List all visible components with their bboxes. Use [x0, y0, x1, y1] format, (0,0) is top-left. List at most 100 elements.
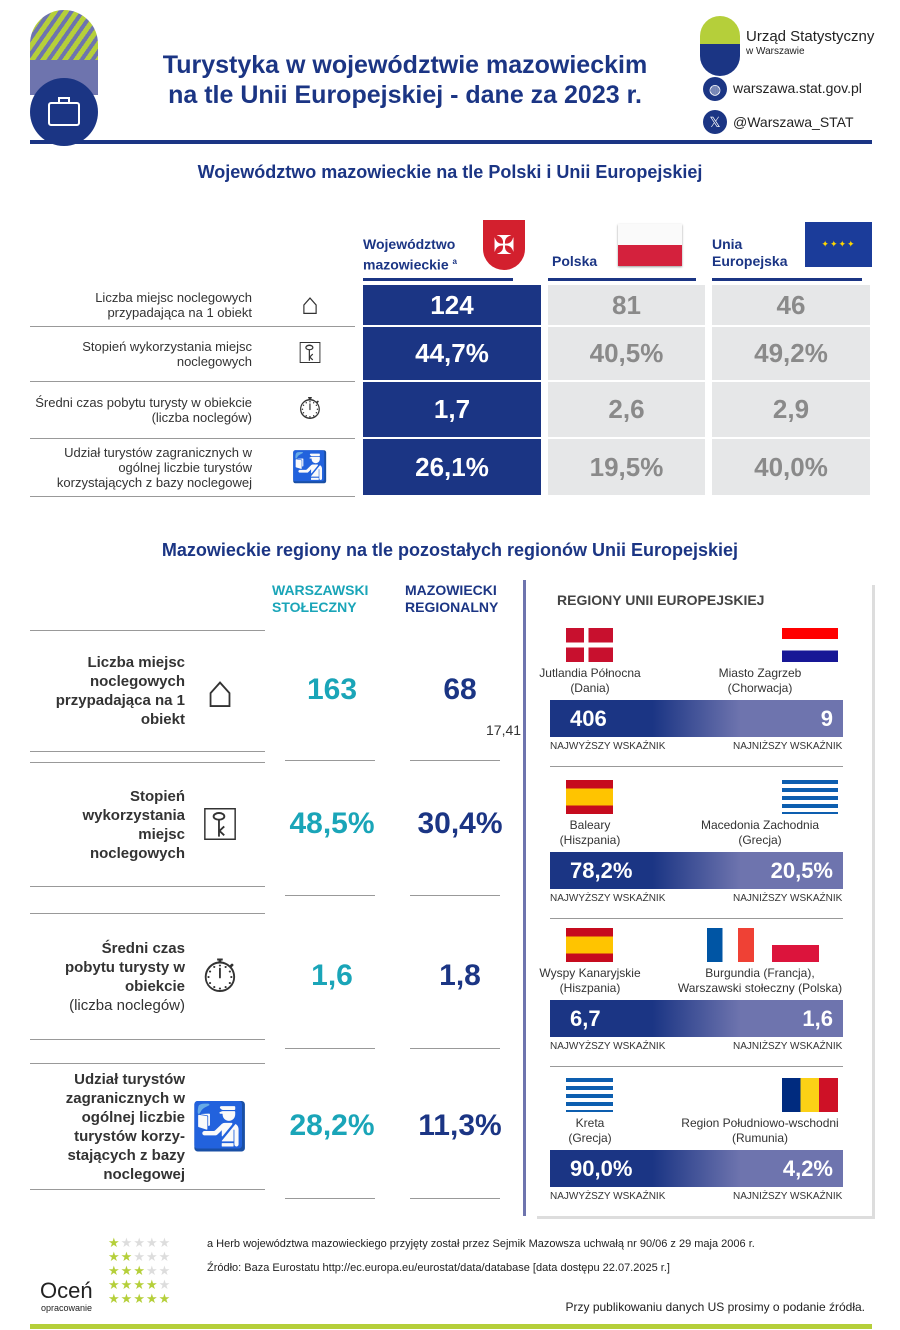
highest-label: NAJWYŻSZY WSKAŹNIK — [550, 741, 666, 752]
header-divider — [30, 140, 872, 144]
star-icon[interactable]: ★ — [145, 1277, 159, 1292]
star-icon[interactable]: ★ — [145, 1263, 159, 1278]
star-icon[interactable]: ★ — [145, 1235, 159, 1250]
key-clock-icon: ⚿ — [298, 336, 322, 370]
region-name: Wyspy Kanaryjskie — [539, 966, 641, 980]
row-label: Udział turystów zagranicznych w ogólnej … — [56, 444, 252, 490]
twitter-link[interactable]: @Warszawa_STAT — [733, 114, 854, 130]
star-icon[interactable]: ★ — [120, 1263, 134, 1278]
section2-title: Mazowieckie regiony na tle pozostałych r… — [161, 540, 739, 560]
lowest-region: Miasto Zagrzeb (Chorwacja) — [660, 666, 860, 696]
lowest-label: NAJNIŻSZY WSKAŹNIK — [733, 1041, 843, 1052]
briefcase-icon — [48, 102, 80, 126]
value-mazowiecki: 11,3% — [418, 1108, 502, 1142]
value-warszawski: 163 — [306, 673, 358, 706]
eu-regions-title: REGIONY UNII EUROPEJSKIEJ — [557, 592, 765, 608]
value-mazowiecki: 30,4% — [417, 806, 503, 840]
col-label: STOŁECZNY — [272, 599, 357, 615]
website-link[interactable]: warszawa.stat.gov.pl — [733, 80, 862, 96]
us-logo — [700, 16, 740, 76]
star-icon[interactable]: ★ — [145, 1291, 159, 1306]
value-mazowieckie: 124 — [363, 285, 541, 325]
star-icon[interactable]: ★ — [133, 1291, 146, 1306]
row-divider — [410, 760, 500, 761]
house-bed-icon: ⌂ — [206, 665, 234, 717]
highest-region: Baleary (Hiszpania) — [530, 818, 650, 848]
footnote: a Herb województwa mazowieckiego przyjęt… — [207, 1238, 755, 1250]
title-line: na tle Unii Europejskiej - dane za 2023 … — [168, 81, 642, 109]
lowest-region: Region Południowo-wschodni (Rumunia) — [660, 1116, 860, 1146]
col-label: Województwo — [363, 236, 456, 252]
page-title: Turystyka w województwie mazowieckim na t… — [140, 50, 670, 110]
star-icon[interactable]: ★ — [133, 1277, 146, 1292]
value-mazowiecki: 68 — [443, 673, 477, 706]
flag-lowest-icon — [772, 928, 819, 962]
rating-stars[interactable]: ★★★★★ ★★★★★ ★★★★★ ★★★★★ ★★★★★ — [108, 1236, 171, 1306]
flag-france-icon — [707, 928, 754, 962]
row-label-box: Liczba miejsc noclegowych przypadająca n… — [30, 630, 265, 752]
eu-flag-icon: ✦✦✦✦ — [805, 222, 872, 267]
row-label: Średni czas pobytu turysty w obiekcie (l… — [35, 394, 252, 425]
mazowieckie-coat-of-arms-icon: ✠ — [483, 220, 525, 270]
hand-clock-icon: ⏱ — [202, 949, 238, 1002]
lowest-label: NAJNIŻSZY WSKAŹNIK — [733, 893, 843, 904]
title-line: Turystyka w województwie mazowieckim — [162, 51, 648, 79]
passport-icon: 🛂 — [191, 1100, 249, 1152]
star-icon[interactable]: ★ — [133, 1249, 146, 1264]
row-divider — [30, 496, 355, 497]
star-icon[interactable]: ★ — [108, 1249, 121, 1264]
star-icon[interactable]: ★ — [108, 1277, 121, 1292]
value-polska: 2,6 — [548, 382, 705, 437]
star-icon[interactable]: ★ — [158, 1277, 172, 1292]
star-icon[interactable]: ★ — [158, 1291, 172, 1306]
value-eu: 49,2% — [712, 327, 870, 380]
star-icon[interactable]: ★ — [158, 1263, 172, 1278]
star-icon[interactable]: ★ — [120, 1291, 134, 1306]
value-eu: 2,9 — [712, 382, 870, 437]
footer-divider — [30, 1324, 872, 1329]
col-mazowieckie: Województwo mazowieckie a — [363, 236, 457, 274]
section1-title: Województwo mazowieckie na tle Polski i … — [197, 162, 703, 182]
star-icon[interactable]: ★ — [133, 1263, 146, 1278]
block-divider — [550, 1066, 843, 1067]
overlap-text: 17,41 — [486, 722, 522, 738]
star-icon[interactable]: ★ — [120, 1235, 134, 1250]
globe-icon: ◍ — [703, 77, 727, 101]
lowest-value: 9 — [820, 706, 833, 731]
highest-value: 90,0% — [570, 1156, 633, 1181]
star-icon[interactable]: ★ — [145, 1249, 159, 1264]
block-divider — [550, 918, 843, 919]
row-label: Liczba miejsc noclegowych przypadająca n… — [95, 290, 252, 320]
rate-label[interactable]: Oceń — [40, 1278, 93, 1303]
value-mazowiecki: 1,8 — [439, 958, 481, 992]
lowest-label: NAJNIŻSZY WSKAŹNIK — [733, 1191, 843, 1202]
lowest-label: NAJNIŻSZY WSKAŹNIK — [733, 741, 843, 752]
star-icon[interactable]: ★ — [120, 1277, 134, 1292]
passport-icon: 🛂 — [291, 450, 329, 484]
highest-value: 78,2% — [570, 858, 633, 883]
col-label: MAZOWIECKI — [405, 582, 497, 598]
star-icon[interactable]: ★ — [108, 1263, 121, 1278]
highest-label: NAJWYŻSZY WSKAŹNIK — [550, 893, 666, 904]
column-divider — [523, 580, 526, 1216]
highest-label: NAJWYŻSZY WSKAŹNIK — [550, 1191, 666, 1202]
star-icon[interactable]: ★ — [108, 1235, 121, 1250]
star-icon[interactable]: ★ — [158, 1249, 172, 1264]
org-name: Urząd Statystyczny — [746, 28, 875, 45]
row-divider — [285, 760, 375, 761]
region-country: (Chorwacja) — [727, 681, 793, 695]
star-icon[interactable]: ★ — [120, 1249, 134, 1264]
star-icon[interactable]: ★ — [133, 1235, 146, 1250]
row-label-box: Średni czas pobytu turysty w obiekcie (li… — [30, 913, 265, 1040]
row-divider — [285, 1048, 375, 1049]
row-label-box: Udział turystów zagranicznych w ogólnej … — [30, 1063, 265, 1190]
star-icon[interactable]: ★ — [108, 1291, 121, 1306]
row-divider — [30, 381, 355, 382]
star-icon[interactable]: ★ — [158, 1235, 172, 1250]
highest-label: NAJWYŻSZY WSKAŹNIK — [550, 1041, 666, 1052]
value-mazowieckie: 1,7 — [363, 382, 541, 437]
region-name: Jutlandia Północna — [539, 666, 641, 680]
house-bed-icon: ⌂ — [300, 288, 320, 321]
flag-lowest-icon — [782, 1078, 838, 1112]
col-warszawski-stoleczny: WARSZAWSKI STOŁECZNY — [272, 582, 368, 616]
